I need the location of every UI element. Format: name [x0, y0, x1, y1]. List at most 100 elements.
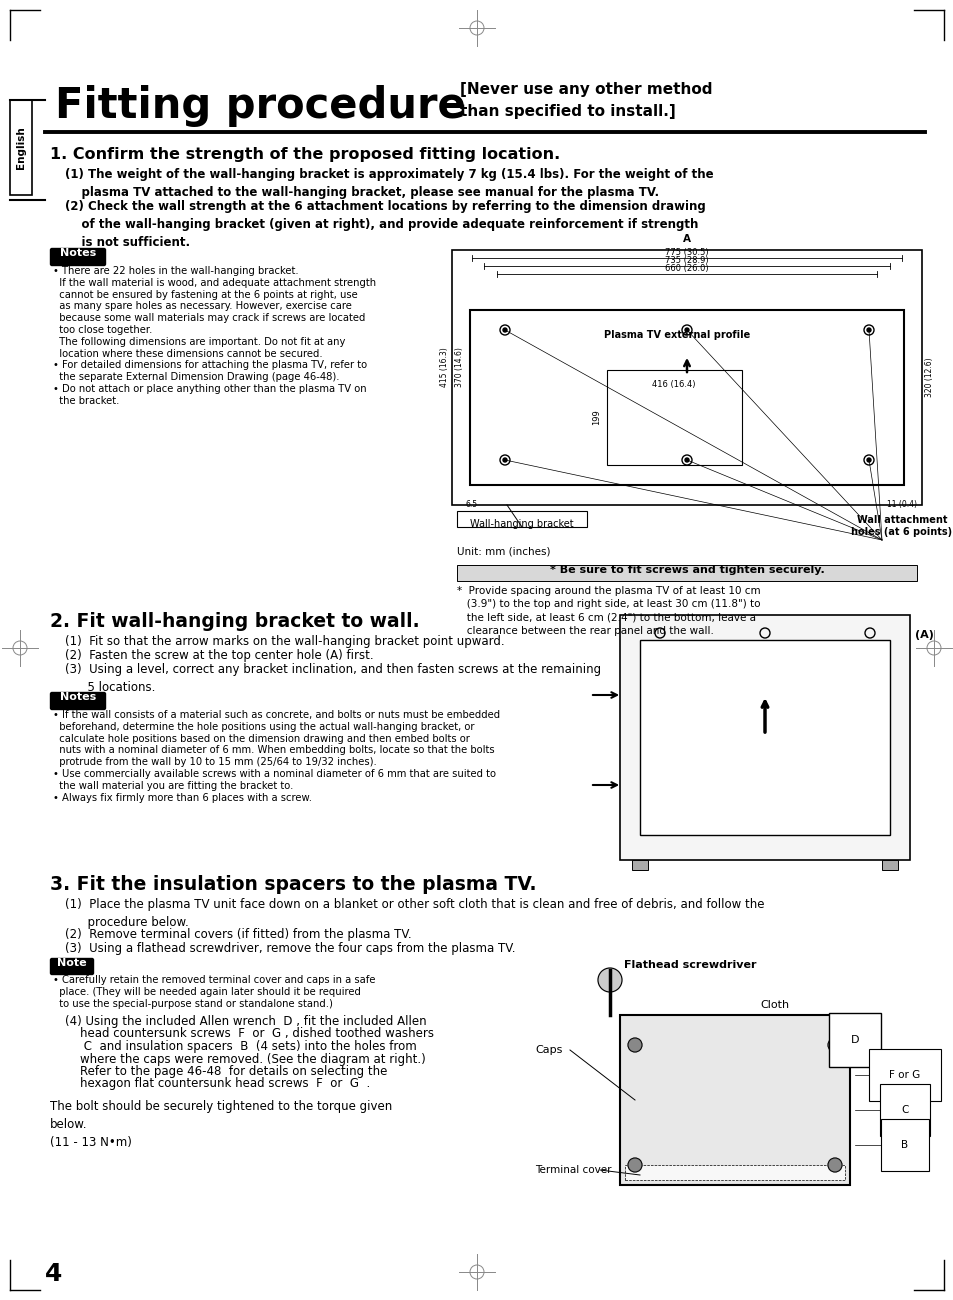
Text: protrude from the wall by 10 to 15 mm (25/64 to 19/32 inches).: protrude from the wall by 10 to 15 mm (2…: [53, 757, 376, 767]
Text: as many spare holes as necessary. However, exercise care: as many spare holes as necessary. Howeve…: [53, 302, 352, 312]
Text: 415 (16.3): 415 (16.3): [439, 347, 449, 387]
Text: * Be sure to fit screws and tighten securely.: * Be sure to fit screws and tighten secu…: [549, 566, 823, 575]
Text: 3. Fit the insulation spacers to the plasma TV.: 3. Fit the insulation spacers to the pla…: [50, 875, 536, 894]
FancyBboxPatch shape: [51, 958, 93, 975]
Text: English: English: [16, 126, 26, 169]
Text: nuts with a nominal diameter of 6 mm. When embedding bolts, locate so that the b: nuts with a nominal diameter of 6 mm. Wh…: [53, 745, 494, 755]
Text: 6.5: 6.5: [465, 500, 477, 510]
Text: • Use commercially available screws with a nominal diameter of 6 mm that are sui: • Use commercially available screws with…: [53, 770, 496, 779]
Text: 775 (30.5): 775 (30.5): [664, 248, 708, 257]
Circle shape: [827, 1037, 841, 1052]
Bar: [619, 615, 909, 861]
Text: Plasma TV external profile: Plasma TV external profile: [603, 330, 749, 341]
Text: • If the wall consists of a material such as concrete, and bolts or nuts must be: • If the wall consists of a material suc…: [53, 710, 499, 720]
Text: (2)  Fasten the screw at the top center hole (A) first.: (2) Fasten the screw at the top center h…: [65, 649, 374, 662]
Circle shape: [827, 1158, 841, 1173]
Text: hexagon flat countersunk head screws  F  or  G  .: hexagon flat countersunk head screws F o…: [65, 1078, 370, 1091]
Text: cannot be ensured by fastening at the 6 points at right, use: cannot be ensured by fastening at the 6 …: [53, 290, 357, 299]
Text: place. (They will be needed again later should it be required: place. (They will be needed again later …: [53, 987, 360, 997]
Circle shape: [502, 328, 506, 332]
Text: Notes: Notes: [60, 248, 96, 257]
Text: Note: Note: [57, 958, 87, 968]
Bar: [470, 309, 903, 485]
Text: because some wall materials may crack if screws are located: because some wall materials may crack if…: [53, 313, 365, 324]
Bar: [882, 861, 897, 870]
Circle shape: [627, 1158, 641, 1173]
Text: Caps: Caps: [535, 1045, 561, 1056]
Text: Unit: mm (inches): Unit: mm (inches): [456, 547, 550, 556]
Text: Fitting procedure: Fitting procedure: [55, 84, 465, 127]
Bar: [10, 100, 32, 195]
Text: 2. Fit wall-hanging bracket to wall.: 2. Fit wall-hanging bracket to wall.: [50, 612, 419, 630]
Bar: [619, 1015, 849, 1186]
Text: If the wall material is wood, and adequate attachment strength: If the wall material is wood, and adequa…: [53, 278, 375, 287]
Text: (A): (A): [914, 630, 933, 640]
Circle shape: [684, 328, 688, 332]
Text: where the caps were removed. (See the diagram at right.): where the caps were removed. (See the di…: [65, 1053, 425, 1066]
Text: • Always fix firmly more than 6 places with a screw.: • Always fix firmly more than 6 places w…: [53, 793, 312, 802]
Circle shape: [627, 1037, 641, 1052]
Bar: [456, 566, 916, 581]
Text: the wall material you are fitting the bracket to.: the wall material you are fitting the br…: [53, 781, 294, 790]
Text: too close together.: too close together.: [53, 325, 152, 335]
Text: F or G: F or G: [888, 1070, 920, 1080]
Text: 320 (12.6): 320 (12.6): [924, 358, 933, 396]
Text: Notes: Notes: [60, 692, 96, 702]
Text: 735 (28.9): 735 (28.9): [664, 256, 708, 265]
Text: (1) The weight of the wall-hanging bracket is approximately 7 kg (15.4 lbs). For: (1) The weight of the wall-hanging brack…: [65, 168, 713, 199]
Text: the bracket.: the bracket.: [53, 395, 119, 406]
Text: beforehand, determine the hole positions using the actual wall-hanging bracket, : beforehand, determine the hole positions…: [53, 722, 474, 732]
Text: 1. Confirm the strength of the proposed fitting location.: 1. Confirm the strength of the proposed …: [50, 147, 559, 162]
Text: the separate External Dimension Drawing (page 46-48).: the separate External Dimension Drawing …: [53, 372, 339, 382]
Bar: [631, 861, 647, 870]
Text: 416 (16.4): 416 (16.4): [652, 380, 695, 389]
Text: 4: 4: [45, 1262, 62, 1286]
Text: 199: 199: [592, 410, 601, 425]
Text: • Carefully retain the removed terminal cover and caps in a safe: • Carefully retain the removed terminal …: [53, 975, 375, 985]
FancyBboxPatch shape: [51, 248, 106, 265]
Text: 370 (14.6): 370 (14.6): [455, 347, 463, 387]
Text: 660 (26.0): 660 (26.0): [664, 264, 708, 273]
Text: C: C: [901, 1105, 908, 1115]
Text: Flathead screwdriver: Flathead screwdriver: [623, 959, 756, 970]
Text: The bolt should be securely tightened to the torque given
below.
(11 - 13 N•m): The bolt should be securely tightened to…: [50, 1100, 392, 1149]
Text: Cloth: Cloth: [760, 1000, 788, 1010]
Bar: [624, 1165, 844, 1180]
Text: calculate hole positions based on the dimension drawing and then embed bolts or: calculate hole positions based on the di…: [53, 733, 470, 744]
Text: (3)  Using a flathead screwdriver, remove the four caps from the plasma TV.: (3) Using a flathead screwdriver, remove…: [65, 942, 515, 956]
Text: (1)  Fit so that the arrow marks on the wall-hanging bracket point upward.: (1) Fit so that the arrow marks on the w…: [65, 634, 504, 647]
Text: (2)  Remove terminal covers (if fitted) from the plasma TV.: (2) Remove terminal covers (if fitted) f…: [65, 928, 411, 941]
Text: A: A: [682, 234, 690, 244]
FancyBboxPatch shape: [51, 693, 106, 710]
Circle shape: [684, 458, 688, 461]
Text: (1)  Place the plasma TV unit face down on a blanket or other soft cloth that is: (1) Place the plasma TV unit face down o…: [65, 898, 763, 930]
Text: *  Provide spacing around the plasma TV of at least 10 cm
   (3.9") to the top a: * Provide spacing around the plasma TV o…: [456, 586, 760, 636]
Circle shape: [866, 328, 870, 332]
Text: head countersunk screws  F  or  G , dished toothed washers: head countersunk screws F or G , dished …: [65, 1027, 434, 1040]
Text: Wall attachment
holes (at 6 points): Wall attachment holes (at 6 points): [850, 515, 951, 537]
Text: (2) Check the wall strength at the 6 attachment locations by referring to the di: (2) Check the wall strength at the 6 att…: [65, 200, 705, 250]
Circle shape: [502, 458, 506, 461]
Bar: [606, 370, 741, 465]
Text: location where these dimensions cannot be secured.: location where these dimensions cannot b…: [53, 348, 322, 359]
Bar: [456, 511, 586, 526]
Text: B: B: [901, 1140, 907, 1150]
Bar: [639, 640, 889, 835]
Text: (3)  Using a level, correct any bracket inclination, and then fasten screws at t: (3) Using a level, correct any bracket i…: [65, 663, 600, 694]
Text: D: D: [850, 1035, 859, 1045]
Circle shape: [866, 458, 870, 461]
Text: Refer to the page 46-48  for details on selecting the: Refer to the page 46-48 for details on s…: [65, 1065, 387, 1078]
Text: • Do not attach or place anything other than the plasma TV on: • Do not attach or place anything other …: [53, 384, 366, 394]
Text: (4) Using the included Allen wrench  D , fit the included Allen: (4) Using the included Allen wrench D , …: [65, 1015, 426, 1028]
Bar: [452, 250, 921, 504]
Text: • There are 22 holes in the wall-hanging bracket.: • There are 22 holes in the wall-hanging…: [53, 266, 298, 276]
Text: • For detailed dimensions for attaching the plasma TV, refer to: • For detailed dimensions for attaching …: [53, 360, 367, 370]
Circle shape: [598, 968, 621, 992]
Text: Terminal cover: Terminal cover: [535, 1165, 611, 1175]
Text: C  and insulation spacers  B  (4 sets) into the holes from: C and insulation spacers B (4 sets) into…: [65, 1040, 416, 1053]
Text: The following dimensions are important. Do not fit at any: The following dimensions are important. …: [53, 337, 345, 347]
Text: to use the special-purpose stand or standalone stand.): to use the special-purpose stand or stan…: [53, 998, 333, 1009]
Text: 11 (0.4): 11 (0.4): [886, 500, 916, 510]
Bar: [512, 315, 841, 355]
Text: Wall-hanging bracket: Wall-hanging bracket: [470, 519, 573, 529]
